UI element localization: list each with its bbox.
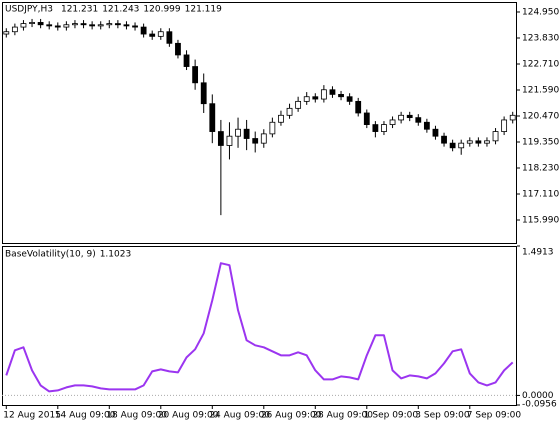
candle-body — [441, 135, 447, 144]
candle-body — [97, 24, 104, 27]
candle-body — [252, 138, 259, 144]
candle-body — [320, 89, 327, 100]
y-tick-label: 118.230 — [522, 164, 559, 174]
candle-body — [72, 23, 78, 26]
candle-body — [286, 107, 293, 116]
candle-body — [449, 142, 456, 149]
candle-body — [372, 124, 379, 132]
candle-body — [381, 124, 387, 132]
x-tick-label: 28 Aug 09:00 — [312, 411, 373, 421]
candle-body — [123, 24, 130, 27]
x-tick-label: 20 Aug 09:00 — [158, 411, 219, 421]
candle-body — [269, 121, 276, 135]
candle-body — [183, 54, 190, 67]
candle-body — [363, 112, 370, 125]
indicator-title: BaseVolatility(10, 9) — [5, 250, 96, 260]
candle-body — [132, 25, 138, 28]
candle-body — [415, 117, 422, 123]
candle-body — [175, 42, 181, 56]
candle-body — [346, 96, 353, 102]
candle-body — [200, 82, 207, 105]
candle-body — [398, 114, 405, 121]
candle-body — [389, 119, 396, 125]
candle-body — [338, 94, 344, 98]
x-tick-label: 26 Aug 09:00 — [261, 411, 322, 421]
y-tick-label: 1.4913 — [522, 248, 554, 258]
candle-body — [475, 140, 482, 144]
y-tick-label: 115.990 — [522, 216, 559, 226]
ohlc-value: 120.999 — [143, 5, 180, 15]
candle-body — [303, 96, 310, 102]
x-tick-label: 24 Aug 09:00 — [209, 411, 270, 421]
candle-body — [509, 114, 516, 121]
candle-body — [63, 24, 70, 28]
x-tick-label: 7 Sep 09:00 — [467, 411, 522, 421]
candle-body — [226, 135, 233, 146]
candle-body — [157, 31, 164, 37]
candle-body — [166, 31, 173, 44]
candle-body — [484, 140, 490, 144]
ohlc-value: 121.119 — [185, 5, 222, 15]
candle-body — [46, 24, 53, 27]
candle-body — [114, 23, 121, 26]
candle-body — [501, 119, 508, 132]
candle-body — [260, 133, 267, 144]
candle-body — [492, 131, 499, 142]
y-tick-label: 121.590 — [522, 85, 559, 95]
candle-body — [217, 131, 224, 146]
y-tick-label: 120.470 — [522, 111, 559, 121]
indicator-line — [5, 262, 514, 393]
ohlc-value: 121.231 — [61, 5, 98, 15]
main-panel — [2, 2, 517, 244]
ohlc-value: 121.243 — [102, 5, 139, 15]
candle-body — [466, 140, 473, 144]
y-tick-label: 119.350 — [522, 138, 559, 148]
candle-body — [312, 96, 319, 100]
candle-body — [355, 100, 362, 114]
candle-body — [192, 66, 199, 84]
candle-body — [11, 26, 18, 33]
indicator-value: 1.1023 — [100, 250, 132, 260]
candle-body — [140, 26, 147, 35]
indicator-panel — [2, 246, 517, 406]
x-tick-label: 18 Aug 09:00 — [106, 411, 167, 421]
y-tick-label: 122.710 — [522, 59, 559, 69]
candle-body — [235, 128, 241, 137]
candle-body — [3, 31, 10, 35]
x-tick-label: 1 Sep 09:00 — [364, 411, 419, 421]
x-tick-label: 3 Sep 09:00 — [415, 411, 470, 421]
y-tick-label: 117.110 — [522, 190, 559, 200]
symbol-title: USDJPY,H3 — [5, 5, 53, 15]
candle-body — [54, 25, 61, 28]
x-tick-label: 14 Aug 09:00 — [55, 411, 116, 421]
y-tick-label: 123.830 — [522, 33, 559, 43]
candle-body — [20, 23, 27, 28]
candle-body — [423, 121, 430, 130]
candle-body — [29, 22, 35, 24]
candle-body — [458, 142, 465, 149]
candle-body — [278, 114, 284, 123]
candle-body — [209, 103, 216, 132]
candle-body — [37, 22, 44, 26]
y-tick-label: -0.0956 — [522, 400, 557, 410]
candle-body — [329, 89, 336, 95]
candle-body — [432, 128, 439, 137]
y-tick-label: 124.950 — [522, 7, 559, 17]
candle-body — [406, 114, 413, 119]
candle-body — [80, 23, 87, 26]
candle-body — [149, 33, 156, 37]
candle-body — [243, 128, 250, 139]
candle-body — [106, 23, 113, 26]
candle-body — [295, 100, 302, 109]
y-tick-label: 0.0000 — [522, 391, 554, 401]
x-tick-label: 12 Aug 2015 — [3, 411, 61, 421]
candle-body — [89, 24, 96, 27]
